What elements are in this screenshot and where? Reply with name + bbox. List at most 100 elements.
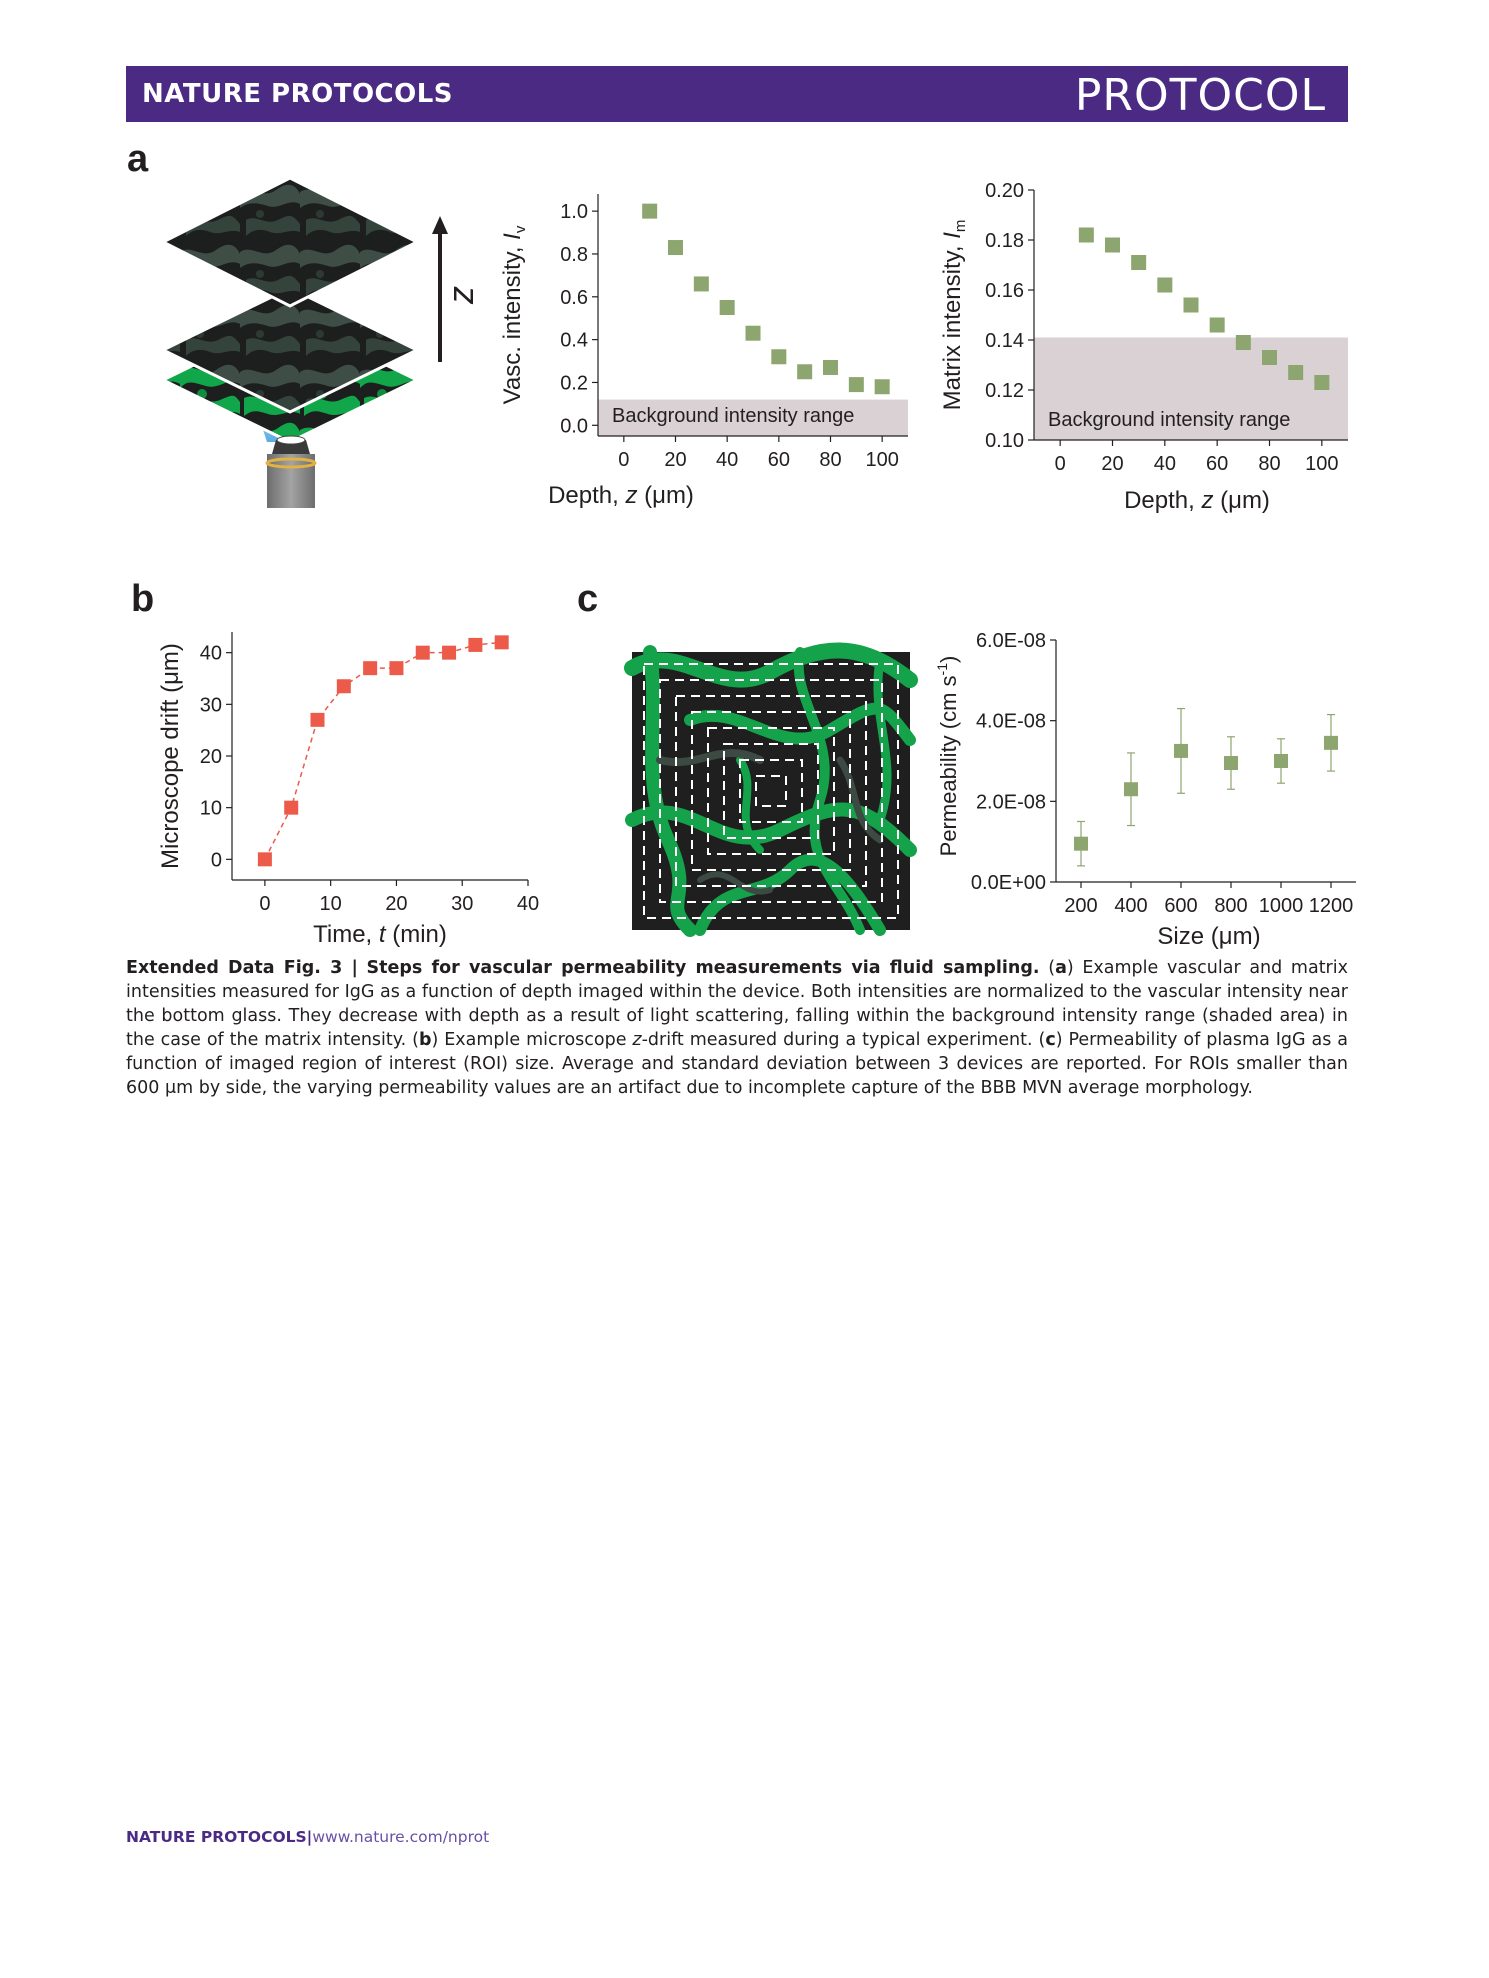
- figure-caption: Extended Data Fig. 3 | Steps for vascula…: [126, 956, 1348, 1100]
- matrix-axes: 0 20 40 60 80 100 0.10 0.12 0.14 0.16 0.18 0.20: [985, 180, 1348, 475]
- y-tick-label: 6.0E-08: [976, 630, 1046, 652]
- x-tick-label: 1200: [1309, 895, 1354, 917]
- vascular-markers: [642, 203, 890, 395]
- middle-image-plane: [159, 286, 421, 414]
- data-point: [1274, 754, 1288, 768]
- x-tick-label: 0: [259, 893, 270, 915]
- data-point: [468, 637, 483, 652]
- permeability-axes: 200 400 600 800 1000 1200 0.0E+00 2.0E-08 4.0E-0…: [971, 630, 1356, 917]
- permeability-y-axis-label: Permeability (cm s-1): [934, 656, 961, 857]
- data-point: [848, 377, 864, 393]
- y-tick-label: 0.6: [560, 287, 588, 309]
- y-tick-label: 10: [200, 798, 222, 820]
- x-tick-label: 20: [385, 893, 407, 915]
- data-point: [1224, 756, 1238, 771]
- roi-micrograph: [624, 642, 918, 937]
- data-point: [1262, 350, 1277, 365]
- data-point: [1131, 255, 1147, 270]
- data-point: [389, 661, 404, 676]
- data-point: [336, 679, 351, 694]
- data-point: [415, 645, 430, 660]
- caption-text: ) Permeability of plasma IgG as a functi…: [126, 1030, 1348, 1098]
- x-tick-label: 100: [1305, 453, 1338, 475]
- x-tick-label: 40: [716, 449, 738, 471]
- matrix-intensity-chart: Background intensity range 0 20 40 60 80 1000…: [939, 180, 1348, 514]
- panel-label-c: c: [577, 578, 599, 620]
- x-tick-label: 80: [1258, 453, 1280, 475]
- data-point: [284, 800, 299, 815]
- data-point: [668, 240, 683, 256]
- background-intensity-label: Background intensity range: [1048, 409, 1290, 431]
- z-axis-label: z: [440, 286, 481, 305]
- y-tick-label: 30: [200, 694, 222, 716]
- drift-y-axis-label: Microscope drift (μm): [157, 643, 184, 869]
- caption-ref-b: b: [418, 1030, 432, 1050]
- data-point: [363, 661, 378, 676]
- data-point: [874, 379, 890, 395]
- caption-text: -drift measured during a typical experim…: [641, 1030, 1046, 1050]
- permeability-markers: [1074, 707, 1338, 867]
- y-tick-label: 0.18: [985, 230, 1024, 252]
- data-point: [1074, 836, 1088, 851]
- y-tick-label: 0.8: [560, 244, 588, 266]
- data-point: [1105, 237, 1120, 253]
- y-tick-label: 0.0E+00: [971, 872, 1046, 894]
- background-intensity-label: Background intensity range: [612, 405, 854, 427]
- article-type: PROTOCOL: [1074, 70, 1326, 121]
- panel-label-a: a: [127, 138, 149, 180]
- data-point: [1209, 317, 1225, 333]
- y-tick-label: 40: [200, 643, 222, 665]
- header-bar: NATURE PROTOCOLS PROTOCOL: [126, 66, 1348, 122]
- y-tick-label: 0.2: [560, 372, 588, 394]
- microscope-drift-chart: 0 10 20 30 40 0 10 20 30 40 Time, t (min) Microsc…: [157, 632, 539, 948]
- x-tick-label: 40: [1154, 453, 1176, 475]
- x-tick-label: 600: [1164, 895, 1197, 917]
- x-tick-label: 1000: [1259, 895, 1304, 917]
- footer: NATURE PROTOCOLS|www.nature.com/nprot: [126, 1828, 489, 1846]
- panel-label-b: b: [131, 578, 155, 620]
- caption-title: Steps for vascular permeability measurem…: [366, 958, 1040, 978]
- data-point: [1288, 365, 1304, 380]
- background-intensity-band: [598, 399, 908, 436]
- footer-url-link[interactable]: www.nature.com/nprot: [312, 1828, 490, 1846]
- data-point: [1174, 743, 1188, 758]
- y-tick-label: 4.0E-08: [976, 711, 1046, 733]
- data-point: [1235, 335, 1251, 350]
- data-point: [1157, 277, 1173, 293]
- caption-ref-c: c: [1045, 1030, 1056, 1050]
- x-tick-label: 100: [865, 449, 898, 471]
- x-tick-label: 20: [664, 449, 686, 471]
- y-tick-label: 0.10: [985, 430, 1024, 452]
- drift-x-axis-label: Time, t (min): [313, 921, 447, 948]
- y-tick-label: 1.0: [560, 201, 588, 223]
- caption-label: Extended Data Fig. 3 |: [126, 958, 358, 978]
- x-tick-label: 200: [1064, 895, 1097, 917]
- data-point: [642, 203, 658, 219]
- data-point: [310, 712, 325, 727]
- data-point: [719, 300, 735, 316]
- caption-text: (: [1039, 958, 1056, 978]
- data-point: [1183, 297, 1199, 313]
- objective-icon: [265, 435, 317, 508]
- y-tick-label: 0.16: [985, 280, 1024, 302]
- y-tick-label: 0: [211, 849, 222, 871]
- y-tick-label: 0.4: [560, 330, 588, 352]
- vascular-y-axis-label: Vasc. intensity, Iv: [499, 225, 529, 404]
- matrix-markers: [1078, 227, 1330, 390]
- x-tick-label: 400: [1114, 895, 1147, 917]
- drift-dashed-line: [264, 641, 502, 860]
- x-tick-label: 80: [819, 449, 841, 471]
- footer-journal: NATURE PROTOCOLS: [126, 1828, 307, 1846]
- imaging-schematic: z: [159, 176, 481, 508]
- y-tick-label: 0.14: [985, 330, 1024, 352]
- x-tick-label: 10: [320, 893, 342, 915]
- top-image-plane: [159, 176, 421, 308]
- data-point: [494, 635, 509, 650]
- matrix-x-axis-label: Depth, z (μm): [1124, 487, 1270, 514]
- footer-separator: |: [306, 1828, 313, 1846]
- permeability-chart: 200 400 600 800 1000 1200 0.0E+00 2.0E-08 4.0E-0…: [934, 630, 1356, 950]
- x-tick-label: 20: [1101, 453, 1123, 475]
- x-tick-label: 30: [451, 893, 473, 915]
- y-tick-label: 0.12: [985, 380, 1024, 402]
- x-tick-label: 40: [517, 893, 539, 915]
